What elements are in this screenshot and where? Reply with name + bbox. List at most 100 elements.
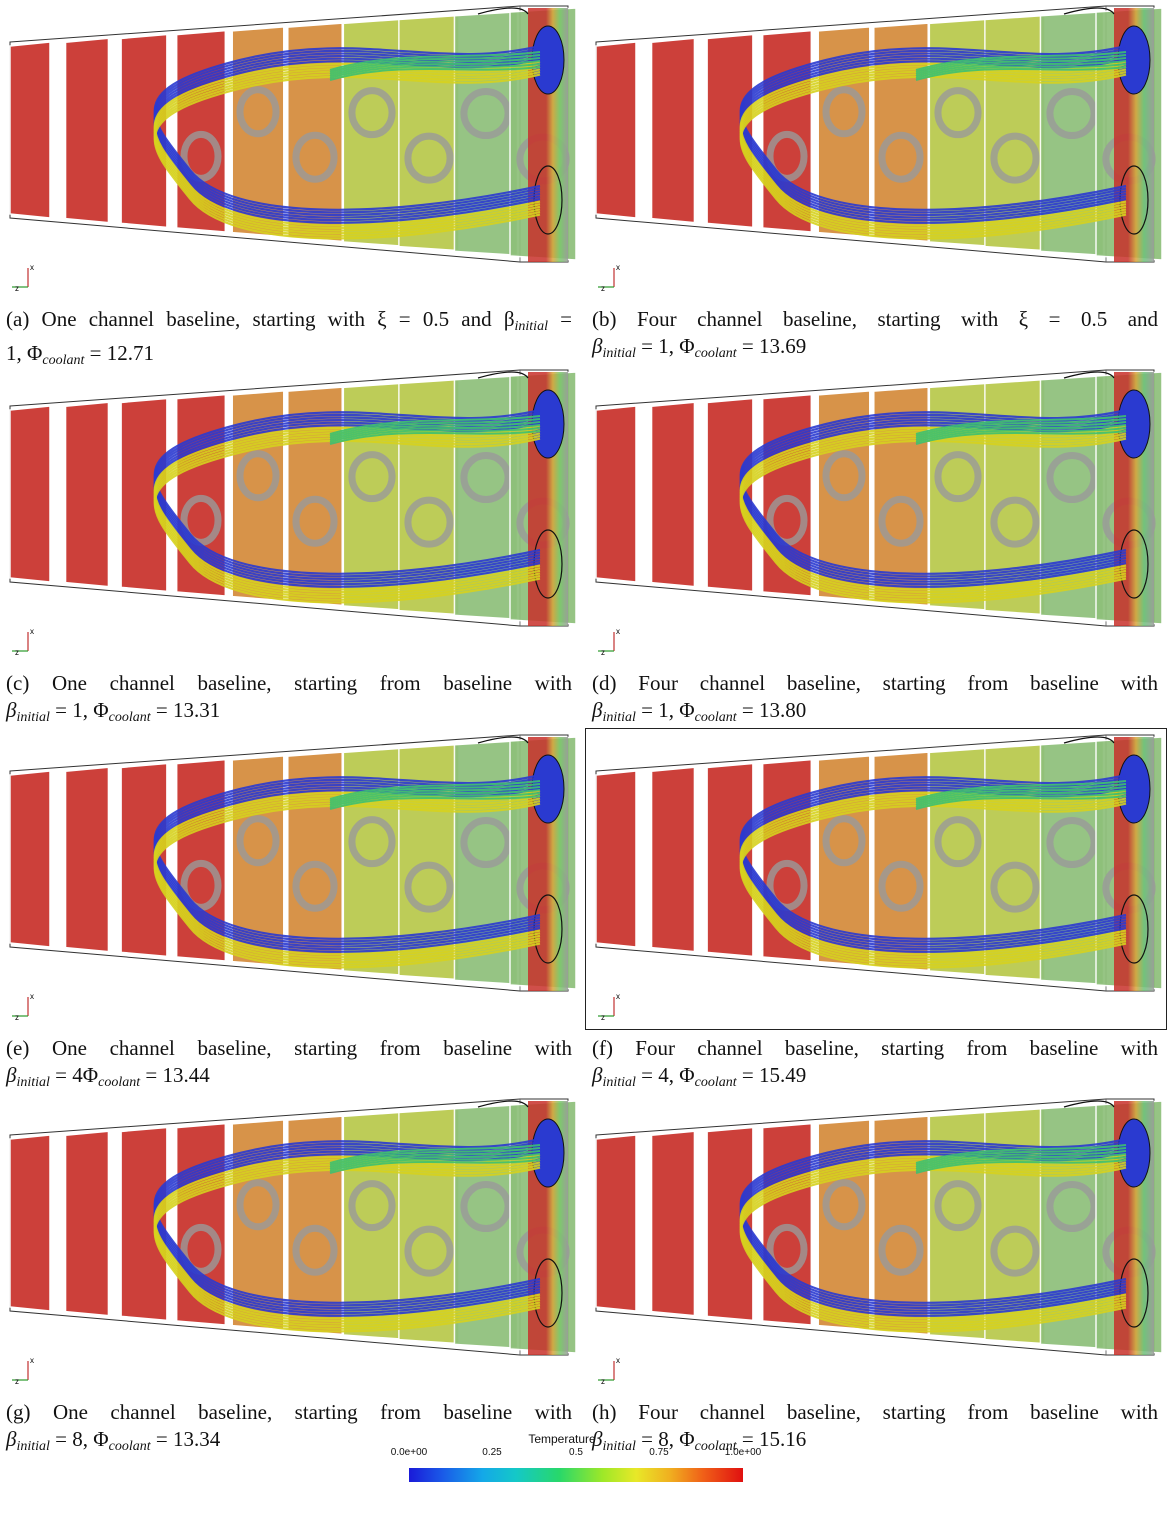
streamline	[915, 63, 1127, 79]
streamline	[329, 424, 541, 441]
panel-caption: (c) One channel baseline, starting from …	[6, 670, 572, 731]
panel-caption: (d) Four channel baseline, starting from…	[592, 670, 1158, 731]
caption-text: β	[6, 698, 17, 722]
cross-section-plate	[120, 762, 168, 958]
streamline	[329, 795, 541, 810]
caption-text: Four channel baseline, starting with ξ =…	[637, 307, 1159, 331]
streamline	[915, 786, 1127, 804]
streamline	[915, 424, 1127, 441]
streamline	[739, 802, 1127, 969]
streamline	[329, 1156, 541, 1172]
figure-panel: x z (g) One channel baseline, starting fro…	[0, 1093, 580, 1457]
streamline	[915, 418, 1127, 437]
streamline	[329, 427, 541, 443]
cross-section-plate	[120, 1126, 168, 1322]
caption-subscript: coolant	[694, 1439, 737, 1454]
streamline	[915, 783, 1127, 802]
colorbar-title: Temperature	[528, 1432, 596, 1446]
caption-text: = 1, Φ	[635, 334, 695, 358]
cross-section-plate	[595, 41, 637, 219]
caption-subscript: initial	[602, 346, 636, 361]
cross-section-plate	[595, 1134, 637, 1312]
cross-section-plate	[120, 33, 168, 229]
axes-triad-icon: xz	[598, 263, 620, 293]
flow-visualization: xz	[595, 5, 1163, 293]
caption-subscript: coolant	[694, 1075, 737, 1090]
svg-text:x: x	[30, 263, 34, 272]
flow-visualization: xz	[9, 734, 577, 1022]
cross-section-plate	[64, 37, 110, 224]
streamline	[915, 1147, 1127, 1166]
svg-text:x: x	[30, 627, 34, 636]
streamline	[915, 795, 1127, 810]
colorbar-tick: 0.0e+00	[390, 1447, 428, 1458]
caption-text: β	[592, 334, 603, 358]
figure-panel: x z (b) Four channel baseline, starting wi…	[586, 0, 1166, 364]
caption-subscript: initial	[514, 319, 548, 334]
caption-text: Four channel baseline, starting from bas…	[635, 1036, 1158, 1060]
axes-triad-icon: xz	[598, 992, 620, 1022]
streamline	[153, 437, 541, 604]
streamline	[915, 1153, 1127, 1170]
streamline	[329, 786, 541, 804]
svg-text:x: x	[616, 263, 620, 272]
streamline	[329, 415, 541, 435]
svg-text:x: x	[616, 992, 620, 1001]
cross-section-plate	[595, 770, 637, 948]
caption-text: β	[592, 698, 603, 722]
streamline	[153, 73, 541, 240]
caption-text: One channel baseline, starting from base…	[51, 1036, 573, 1060]
caption-subscript: initial	[16, 710, 50, 725]
streamline	[329, 783, 541, 802]
streamline	[915, 66, 1127, 81]
axes-triad-icon: xz	[598, 1356, 620, 1386]
temperature-colorbar: Temperature 0.0e+00 0.25 0.5 0.75 1.0e+0…	[372, 1432, 761, 1512]
caption-text: Four channel baseline, starting from bas…	[638, 671, 1158, 695]
caption-subscript: initial	[16, 1075, 50, 1090]
streamline	[739, 1166, 1127, 1333]
streamline	[329, 66, 541, 81]
caption-subscript: coolant	[42, 353, 85, 368]
cross-section-plate	[706, 1126, 754, 1322]
panel-label: (c)	[6, 671, 30, 695]
caption-text: One channel baseline, starting from base…	[52, 1400, 572, 1424]
figure-panel: x z (h) Four channel baseline, starting fr…	[586, 1093, 1166, 1457]
caption-text: = 13.34	[150, 1427, 221, 1451]
streamline	[915, 415, 1127, 435]
caption-text: = 4Φ	[49, 1063, 99, 1087]
streamline	[329, 1150, 541, 1168]
svg-text:z: z	[601, 1013, 605, 1022]
caption-text: = 1, Φ	[635, 698, 695, 722]
panel-label: (e)	[6, 1036, 30, 1060]
colorbar-tick: 1.0e+00	[724, 1447, 762, 1458]
cross-section-plate	[9, 405, 51, 583]
axes-triad-icon: xz	[12, 1356, 34, 1386]
caption-text: 1, Φ	[6, 341, 43, 365]
colorbar-tick: 0.25	[482, 1447, 502, 1458]
svg-text:z: z	[15, 284, 19, 293]
caption-subscript: initial	[602, 1075, 636, 1090]
figure-panel: x z (c) One channel baseline, starting fro…	[0, 364, 580, 728]
caption-subscript: initial	[602, 1439, 636, 1454]
cross-section-plate	[9, 41, 51, 219]
flow-visualization: xz	[585, 728, 1167, 1030]
caption-text: =	[547, 307, 573, 331]
cross-section-plate	[64, 401, 110, 588]
panel-caption: (e) One channel baseline, starting from …	[6, 1035, 572, 1096]
axes-triad-icon: xz	[12, 992, 34, 1022]
cross-section-plate	[9, 770, 51, 948]
streamline	[915, 1150, 1127, 1168]
cross-section-plate	[706, 762, 754, 958]
streamline	[915, 427, 1127, 443]
cross-section-plate	[650, 401, 696, 588]
streamline	[329, 63, 541, 79]
svg-text:x: x	[616, 1356, 620, 1365]
caption-text: = 13.80	[736, 698, 807, 722]
caption-text: = 13.69	[736, 334, 807, 358]
streamline	[915, 1144, 1127, 1164]
caption-text: β	[6, 1063, 17, 1087]
streamline	[915, 789, 1127, 806]
streamline	[915, 1156, 1127, 1172]
streamline	[329, 51, 541, 71]
svg-text:z: z	[15, 1377, 19, 1386]
